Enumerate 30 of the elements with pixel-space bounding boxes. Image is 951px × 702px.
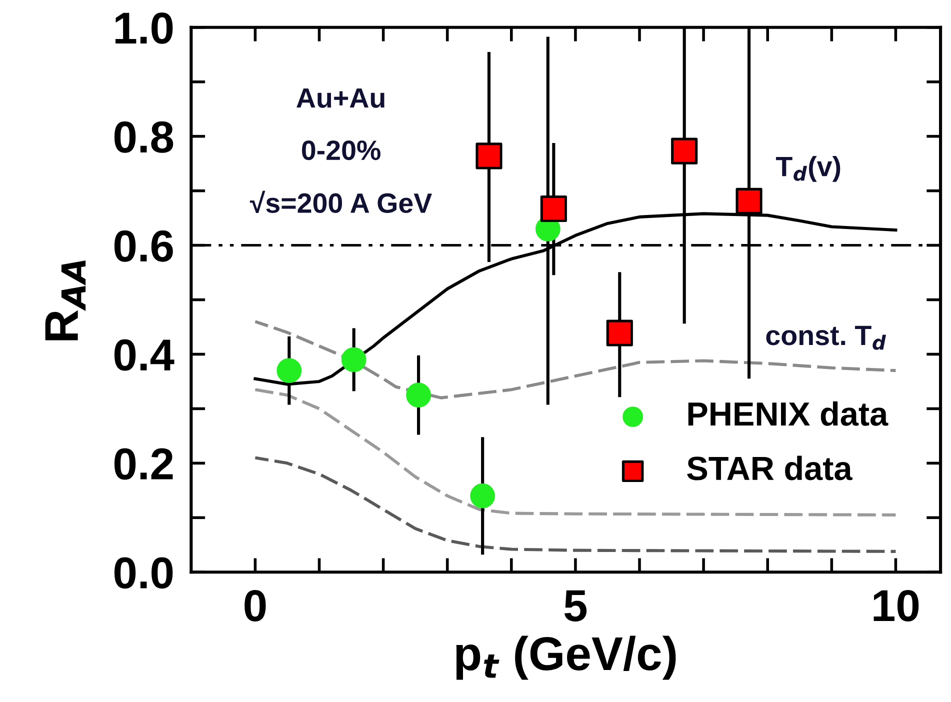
- y-tick-label: 0.2: [114, 448, 173, 480]
- line-series: [254, 388, 898, 516]
- annotation: T$_{d}$(v): [776, 156, 840, 182]
- y-axis-title: R$_{AA}$: [45, 260, 86, 340]
- point: [406, 382, 431, 408]
- annotation: const. T$_{d}$: [766, 326, 886, 350]
- y-tick-label: 0.0: [114, 557, 173, 589]
- y-tick-label: 0.4: [114, 339, 174, 371]
- legend-label: PHENIX data: [688, 401, 888, 426]
- point: [341, 347, 366, 372]
- point: [736, 188, 762, 214]
- y-tick-label: 0.6: [114, 230, 173, 262]
- x-tick-label: 5: [564, 590, 587, 622]
- x-tick-label: 10: [874, 590, 919, 622]
- y-tick-label: 0.8: [114, 121, 174, 153]
- line-series: [254, 320, 898, 400]
- x-tick-label: 0: [244, 590, 266, 622]
- annotation: 0-20%: [302, 140, 380, 160]
- y-tick-label: 1.0: [116, 12, 173, 44]
- point: [540, 196, 567, 222]
- point: [276, 358, 302, 384]
- annotation: Au+Au: [296, 88, 384, 108]
- line-series: [254, 456, 898, 553]
- point: [470, 483, 496, 508]
- annotation: √s=200 A GeV: [250, 190, 432, 214]
- legend-label: STAR data: [687, 456, 852, 480]
- x-axis-title: p$_{t}$ (GeV/c): [456, 636, 676, 680]
- point: [606, 320, 633, 346]
- point: [671, 138, 698, 164]
- point: [476, 142, 502, 170]
